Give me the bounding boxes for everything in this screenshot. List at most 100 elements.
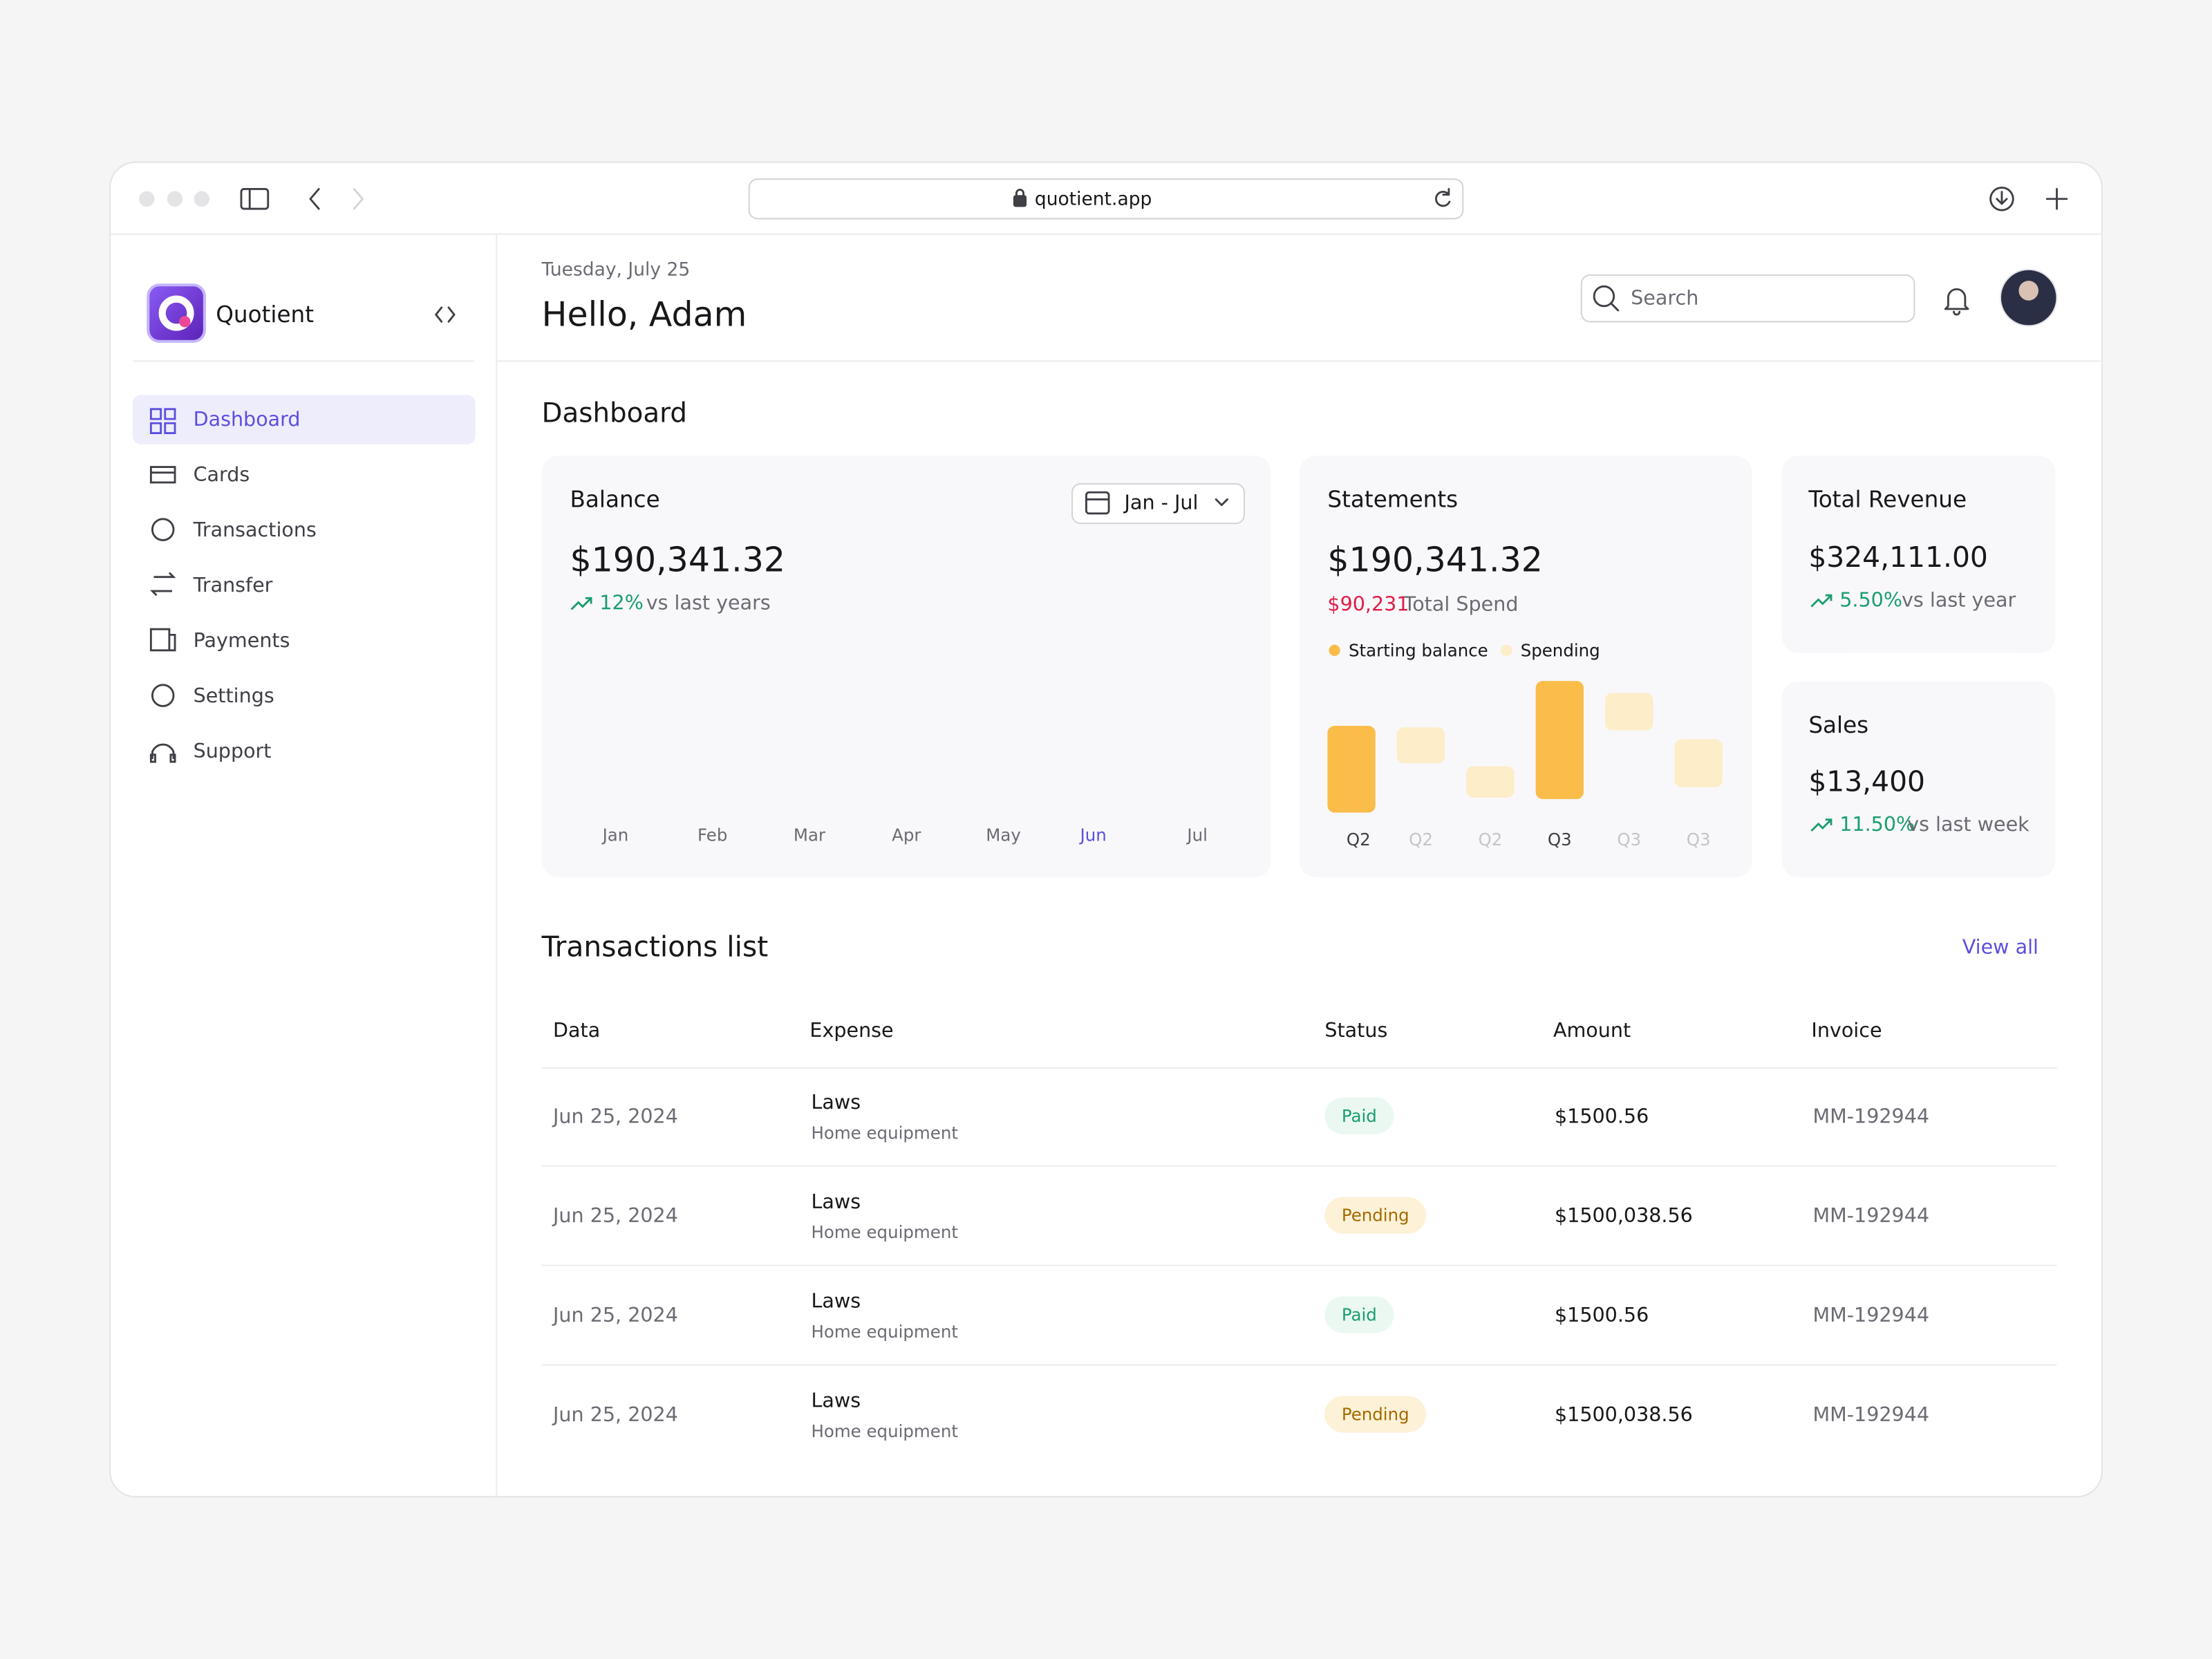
x-tick-label: Q2 (1409, 830, 1433, 850)
statements-amount: $190,341.32 (1327, 541, 1543, 580)
legend-label: Spending (1521, 640, 1600, 660)
x-tick-label: Jul (1185, 825, 1208, 845)
legend-label: Starting balance (1349, 640, 1488, 660)
search-placeholder: Search (1631, 286, 1698, 310)
collapse-icon[interactable] (435, 306, 456, 323)
brand: Quotient (216, 301, 314, 328)
nav-item[interactable]: Cards (194, 462, 250, 486)
reload-icon[interactable] (1435, 188, 1451, 207)
x-tick-label: Feb (697, 825, 727, 845)
spend-note: Total Spend (1403, 592, 1519, 615)
expense: Laws (811, 1289, 861, 1313)
nav-item[interactable]: Settings (194, 684, 274, 707)
x-tick-label: May (986, 825, 1021, 845)
change-note: vs last week (1907, 812, 2030, 836)
toolbar-icons[interactable] (240, 187, 2068, 212)
date: Jun 25, 2024 (552, 1303, 678, 1327)
bell-icon[interactable] (1944, 288, 1969, 316)
column-header: Amount (1553, 1018, 1631, 1042)
balance-card (541, 456, 1271, 878)
spend: $90,231 (1327, 592, 1409, 615)
bar (1674, 739, 1723, 787)
nav-icon (149, 628, 176, 652)
category: Home equipment (811, 1222, 958, 1242)
page-title: Dashboard (542, 397, 687, 429)
legend-dot (1329, 644, 1340, 656)
trend-icon (1810, 594, 1833, 608)
change: 12% (599, 590, 644, 614)
bar (1605, 693, 1653, 731)
change-note: vs last years (646, 590, 771, 614)
date: Jun 25, 2024 (552, 1203, 678, 1227)
date: Jun 25, 2024 (552, 1403, 678, 1426)
change: 5.50% (1839, 588, 1902, 611)
status-pill (1324, 1396, 1427, 1433)
range-label: Jan - Jul (1123, 491, 1199, 514)
nav-item[interactable]: Support (194, 739, 272, 762)
invoice: MM-192944 (1812, 1104, 1929, 1127)
invoice: MM-192944 (1812, 1403, 1929, 1426)
status: Pending (1342, 1404, 1409, 1424)
category: Home equipment (811, 1421, 958, 1441)
amount: $1500,038.56 (1555, 1403, 1693, 1426)
expense: Laws (811, 1190, 861, 1213)
view-all[interactable]: View all (1962, 935, 2038, 958)
date: Tuesday, July 25 (541, 259, 691, 280)
nav-item[interactable]: Dashboard (194, 407, 301, 431)
x-tick-label: Q2 (1347, 830, 1371, 850)
nav-icon (149, 572, 176, 597)
status-pill (1324, 1296, 1394, 1333)
invoice: MM-192944 (1812, 1203, 1929, 1227)
range-dropdown[interactable] (1071, 482, 1246, 525)
bar (1466, 766, 1515, 798)
invoice: MM-192944 (1812, 1303, 1929, 1327)
nav-item[interactable]: Transactions (193, 518, 317, 541)
category: Home equipment (811, 1322, 958, 1342)
nav-icon (151, 684, 175, 707)
column-header: Status (1324, 1018, 1387, 1042)
column-header: Data (553, 1018, 600, 1042)
url: quotient.app (1035, 188, 1152, 209)
status: Paid (1342, 1106, 1377, 1126)
trend-icon (1810, 818, 1833, 832)
x-tick-label: Apr (892, 825, 921, 845)
card-title: Total Revenue (1808, 486, 1967, 512)
nav-icon (151, 518, 175, 541)
avatar-face (2018, 281, 2038, 301)
amount: $1500.56 (1555, 1104, 1649, 1127)
legend-dot (1501, 644, 1512, 656)
change: 11.50% (1839, 812, 1915, 836)
expense: Laws (811, 1090, 861, 1114)
amount: $1500.56 (1555, 1303, 1649, 1327)
nav-item[interactable]: Payments (194, 628, 290, 652)
x-tick-label: Q3 (1617, 830, 1641, 850)
x-tick-label: Jan (601, 825, 629, 845)
status-pill (1324, 1097, 1394, 1134)
nav-icon (149, 408, 176, 434)
search-icon (1593, 285, 1620, 312)
calendar-icon (1085, 491, 1228, 515)
column-header: Expense (809, 1018, 893, 1042)
x-tick-label: Mar (794, 825, 826, 845)
section-title: Transactions list (541, 930, 769, 963)
bar (1396, 727, 1445, 764)
card-title: Balance (570, 486, 659, 512)
card-title: Sales (1808, 712, 1868, 738)
url-bar[interactable] (748, 178, 1464, 220)
expense: Laws (811, 1389, 861, 1412)
balance-amount: $190,341.32 (570, 541, 785, 580)
change-note: vs last year (1902, 588, 2016, 611)
category: Home equipment (811, 1123, 958, 1143)
status: Paid (1342, 1305, 1377, 1325)
logo (147, 283, 206, 343)
logo-dot (179, 316, 191, 328)
statements-card (1299, 456, 1752, 878)
nav-icon (149, 466, 176, 484)
nav-icon (149, 743, 176, 763)
amount: $1500,038.56 (1555, 1203, 1693, 1227)
bar (1535, 681, 1584, 800)
search-box[interactable] (1580, 274, 1915, 323)
nav-item[interactable]: Transfer (193, 573, 273, 597)
nav-active (132, 395, 476, 444)
